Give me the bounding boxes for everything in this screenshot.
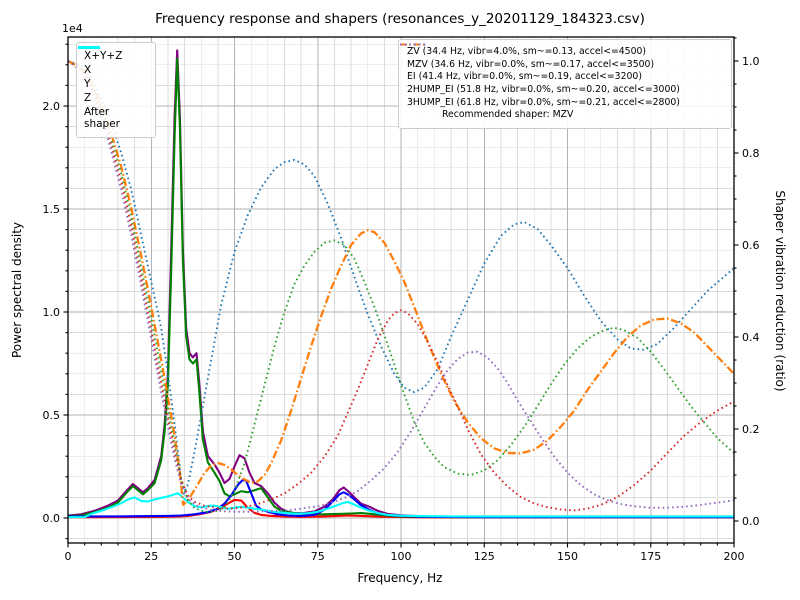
axis-tick-labels: 0 25 50 75 100 125 150 175 200 0.0 0.5 1.0 1.5 2.0 0.0…: [43, 55, 760, 563]
x-axis-label: Frequency, Hz: [357, 571, 443, 585]
legend-item-y-label: Y: [84, 78, 91, 91]
x-tick-label: 75: [311, 550, 325, 563]
y-right-tick-label: 0.2: [742, 423, 760, 436]
x-tick-label: 0: [65, 550, 72, 563]
series-lines: [68, 49, 734, 519]
legend-item-2hump_ei: 2HUMP_EI (51.8 Hz, vibr=0.0%, sm~=0.20, …: [400, 43, 723, 96]
x-tick-label: 200: [724, 550, 745, 563]
x-tick-label: 100: [391, 550, 412, 563]
y-right-tick-label: 0.6: [742, 239, 760, 252]
legend-item-ei: EI (41.4 Hz, vibr=0.0%, sm~=0.19, accel<…: [400, 43, 723, 83]
legend-item-x+y+z-label: X+Y+Z: [84, 50, 123, 62]
legend-item-after-shaper: After shaper: [78, 46, 146, 131]
legend-item-z-label: Z: [84, 92, 92, 105]
recommended-shaper-text: Recommended shaper: MZV: [442, 109, 574, 121]
series-ei: [68, 60, 734, 513]
x-tick-label: 50: [228, 550, 242, 563]
chart-title: Frequency response and shapers (resonanc…: [155, 11, 645, 27]
legend-swatch-line: [400, 43, 426, 46]
y-right-tick-label: 0.4: [742, 331, 760, 344]
legend-item-3hump_ei: 3HUMP_EI (61.8 Hz, vibr=0.0%, sm~=0.21, …: [400, 43, 723, 109]
legend-item-3hump_ei-label: 3HUMP_EI (61.8 Hz, vibr=0.0%, sm~=0.21, …: [407, 96, 680, 108]
legend-item-zv: ZV (34.4 Hz, vibr=4.0%, sm~=0.13, accel<…: [400, 43, 723, 58]
legend-item-mzv: MZV (34.6 Hz, vibr=0.0%, sm~=0.17, accel…: [400, 43, 723, 71]
y-left-tick-label: 1.0: [43, 306, 61, 319]
y-left-tick-label: 0.5: [43, 409, 61, 422]
legend-item-zv-label: ZV (34.4 Hz, vibr=4.0%, sm~=0.13, accel<…: [407, 46, 647, 57]
y-axis-label-left: Power spectral density: [10, 221, 24, 359]
axis-ticks: [63, 37, 739, 548]
y-left-tick-label: 0.0: [43, 512, 61, 525]
legend-item-z: Z: [78, 46, 146, 105]
legend-item-after-shaper-label: After shaper: [84, 106, 121, 131]
x-tick-label: 175: [640, 550, 661, 563]
series-2hump_ei: [68, 60, 734, 512]
legend-item-x-label: X: [84, 64, 92, 77]
legend-motion-axes: X+Y+Z X Y Z After shaper: [76, 42, 156, 139]
legend-item-2hump_ei-label: 2HUMP_EI (51.8 Hz, vibr=0.0%, sm~=0.20, …: [407, 84, 680, 96]
x-tick-label: 25: [144, 550, 158, 563]
y-right-tick-label: 1.0: [742, 55, 760, 68]
series-after-shaper: [68, 492, 734, 519]
legend-swatch-line: [400, 43, 426, 46]
legend-item-mzv-label: MZV (34.6 Hz, vibr=0.0%, sm~=0.17, accel…: [407, 58, 655, 70]
legend-item-x: X: [78, 46, 146, 77]
legend-item-ei-label: EI (41.4 Hz, vibr=0.0%, sm~=0.19, accel<…: [407, 71, 642, 83]
recommended-shaper-note: Recommended shaper: MZV: [407, 110, 723, 121]
series-y: [68, 57, 734, 519]
legend-swatch-line: [78, 46, 100, 49]
x-tick-label: 125: [474, 550, 495, 563]
x-tick-label: 150: [557, 550, 578, 563]
legend-item-y: Y: [78, 46, 146, 91]
y-right-tick-label: 0.0: [742, 515, 760, 528]
y-axis-label-right: Shaper vibration reduction (ratio): [773, 190, 787, 392]
y-left-tick-label: 1.5: [43, 203, 61, 216]
y-axis-offset-label: 1e4: [62, 22, 83, 35]
legend-shapers: ZV (34.4 Hz, vibr=4.0%, sm~=0.13, accel<…: [398, 39, 732, 130]
y-right-tick-label: 0.8: [742, 147, 760, 160]
y-left-tick-label: 2.0: [43, 100, 61, 113]
series-x+y+z: [68, 49, 734, 519]
